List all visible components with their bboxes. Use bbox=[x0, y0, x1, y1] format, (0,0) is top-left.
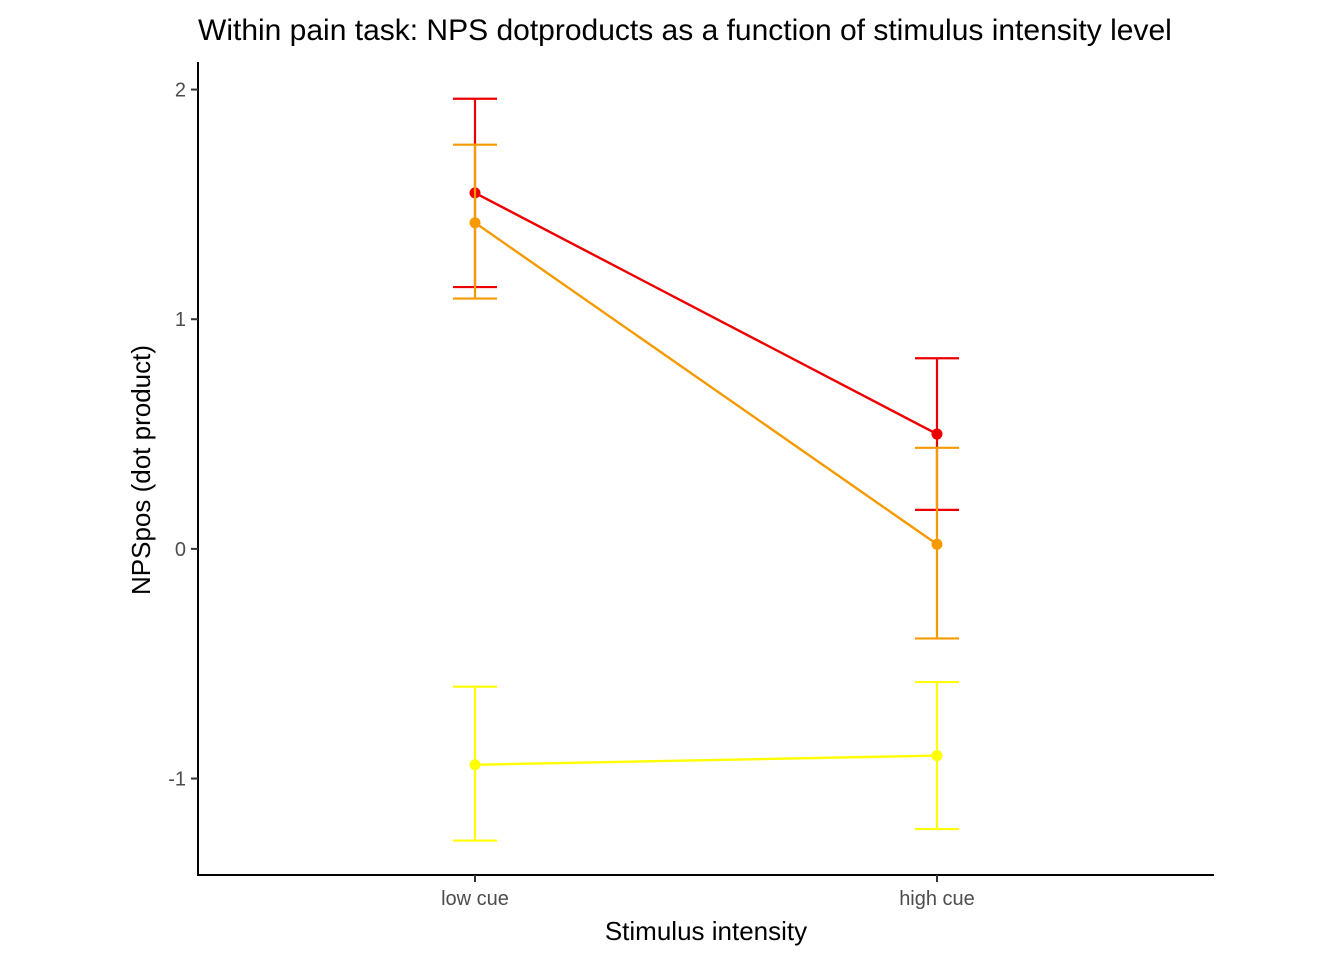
series-line bbox=[474, 754, 938, 766]
y-tick-label: -1 bbox=[168, 769, 186, 791]
y-axis-title: NPSpos (dot product) bbox=[126, 345, 156, 595]
x-tick-label: low cue bbox=[441, 888, 509, 910]
y-tick-label: 2 bbox=[175, 80, 186, 102]
x-tick-label: high cue bbox=[899, 888, 975, 910]
data-point bbox=[931, 750, 943, 762]
y-tick-label: 0 bbox=[175, 539, 186, 561]
series-2 bbox=[453, 143, 959, 640]
data-point bbox=[931, 428, 943, 440]
series-1 bbox=[453, 97, 959, 511]
plot-area bbox=[453, 97, 959, 842]
y-tick-label: 1 bbox=[175, 309, 186, 331]
x-axis-title: Stimulus intensity bbox=[605, 916, 807, 946]
chart-title: Within pain task: NPS dotproducts as a f… bbox=[198, 14, 1172, 47]
data-point bbox=[931, 538, 943, 550]
series-line bbox=[474, 221, 938, 546]
x-axis: low cue high cue bbox=[441, 875, 975, 910]
series-line bbox=[474, 191, 938, 436]
series-3 bbox=[453, 680, 959, 842]
data-point bbox=[469, 217, 481, 229]
y-axis: -1 0 1 2 bbox=[168, 80, 198, 791]
data-point bbox=[469, 759, 481, 771]
